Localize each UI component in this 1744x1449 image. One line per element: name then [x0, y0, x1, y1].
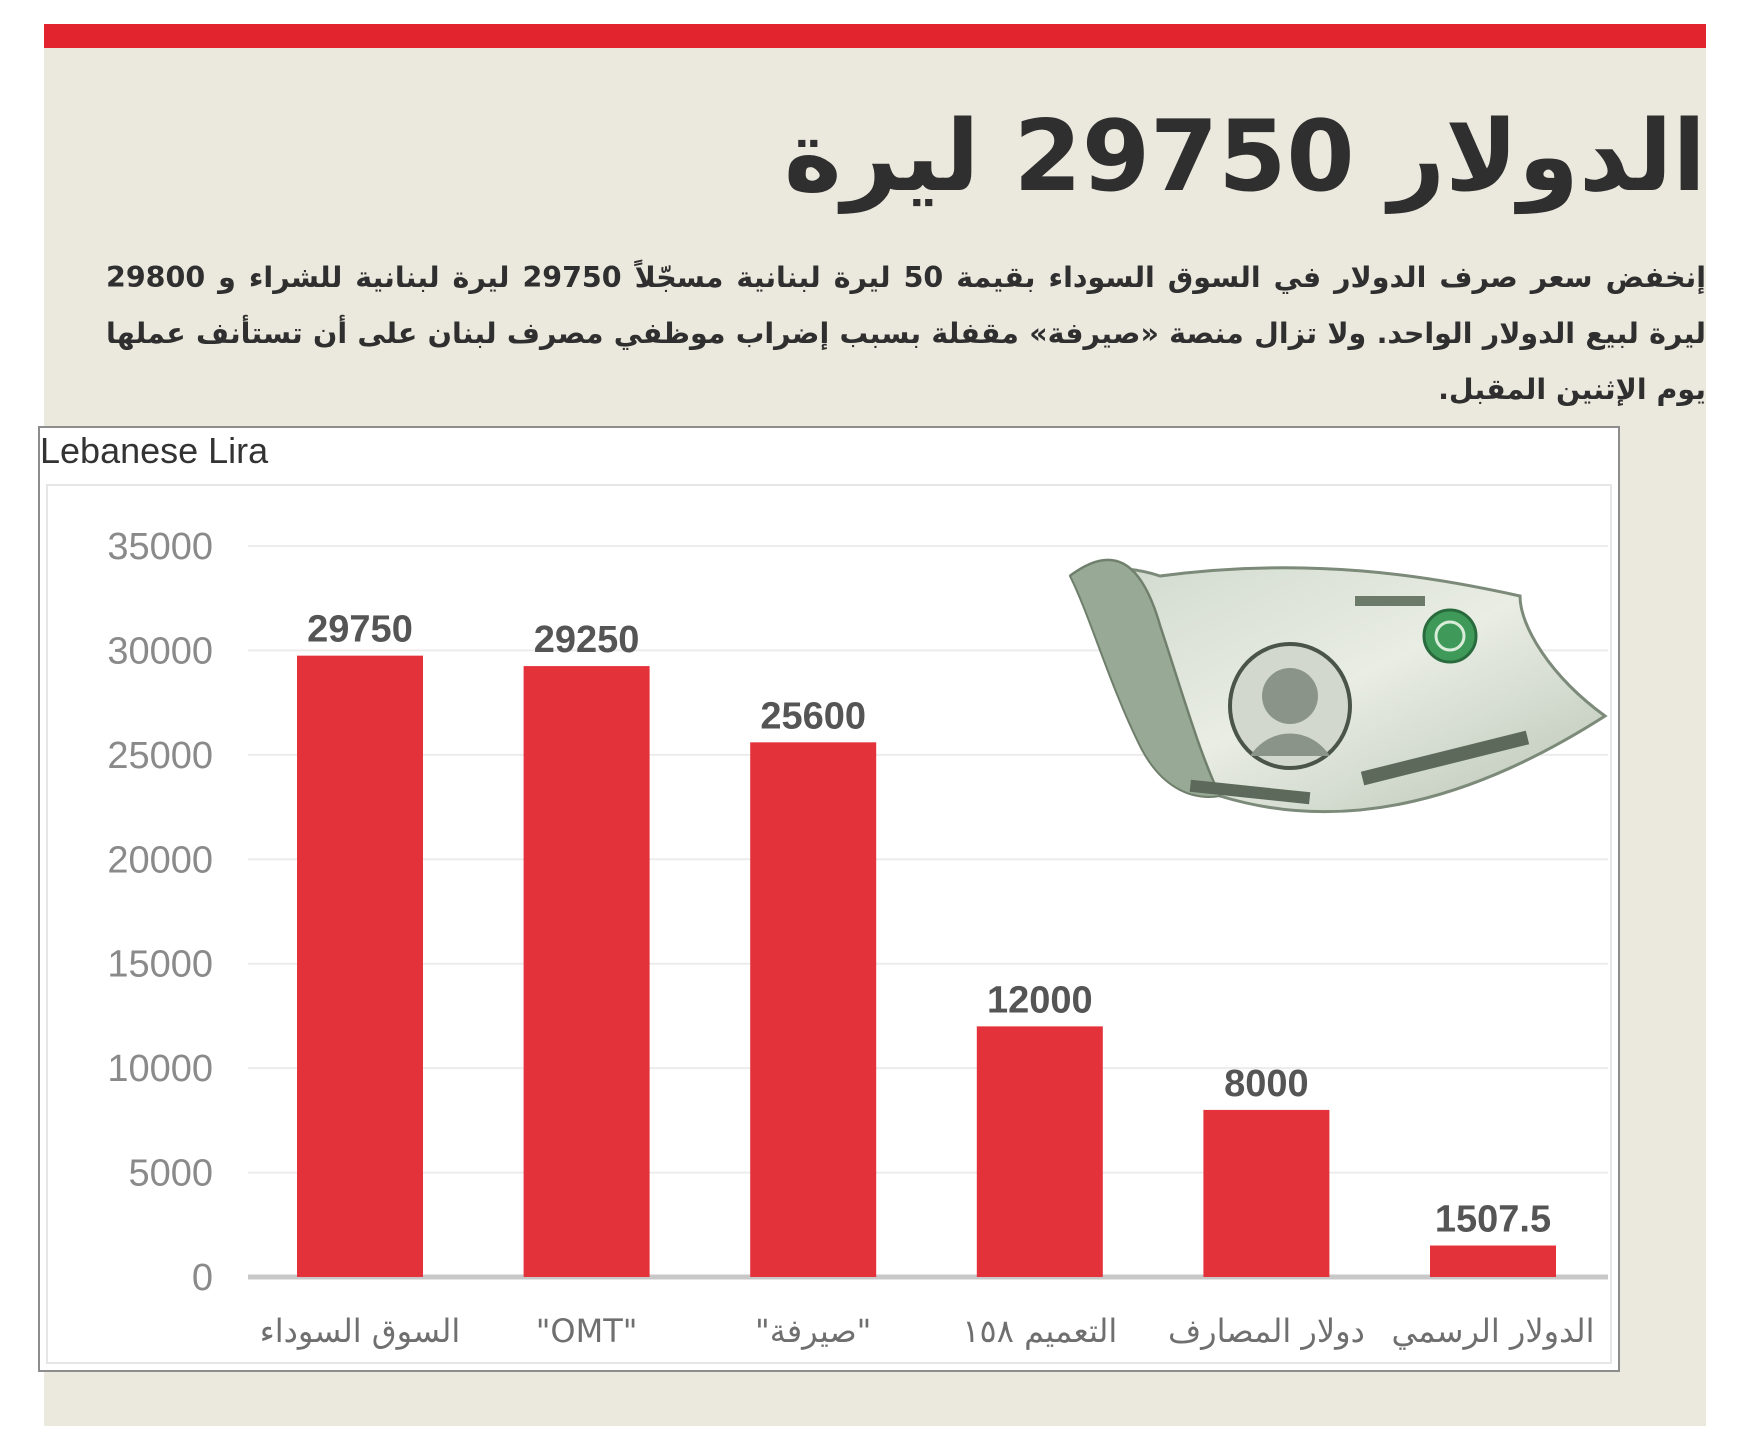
y-tick-label: 20000	[107, 839, 213, 881]
bar	[523, 666, 650, 1277]
bar	[297, 655, 423, 1277]
data-label: 29250	[534, 619, 640, 661]
us-dollar-bill-icon	[1068, 558, 1608, 814]
y-tick-label: 0	[192, 1257, 213, 1299]
x-tick-label: "صيرفة"	[755, 1312, 871, 1350]
data-label: 29750	[307, 609, 413, 651]
data-label: 8000	[1224, 1063, 1309, 1105]
y-tick-label: 10000	[107, 1048, 213, 1090]
x-tick-label: التعميم ١٥٨	[962, 1312, 1117, 1350]
headline: الدولار 29750 ليرة	[783, 100, 1706, 214]
x-tick-label: دولار المصارف	[1168, 1312, 1365, 1350]
top-accent-bar	[44, 24, 1706, 48]
y-tick-label: 35000	[107, 526, 213, 568]
y-tick-label: 30000	[107, 630, 213, 672]
data-label: 25600	[760, 695, 866, 737]
data-label: 1507.5	[1435, 1199, 1551, 1241]
bar	[976, 1026, 1103, 1277]
x-tick-label: الدولار الرسمي	[1391, 1312, 1594, 1350]
bar	[1430, 1245, 1556, 1277]
y-tick-label: 15000	[107, 944, 213, 986]
x-tick-label: السوق السوداء	[260, 1312, 461, 1350]
x-tick-label: "OMT"	[536, 1312, 638, 1350]
article-body: إنخفض سعر صرف الدولار في السوق السوداء ب…	[106, 261, 1706, 406]
bar	[1203, 1109, 1330, 1277]
data-label: 12000	[987, 979, 1093, 1021]
y-tick-label: 5000	[128, 1153, 213, 1195]
y-axis-label: Lebanese Lira	[40, 430, 269, 471]
plot-area	[46, 484, 1612, 1364]
bar	[750, 742, 877, 1277]
y-tick-label: 25000	[107, 735, 213, 777]
